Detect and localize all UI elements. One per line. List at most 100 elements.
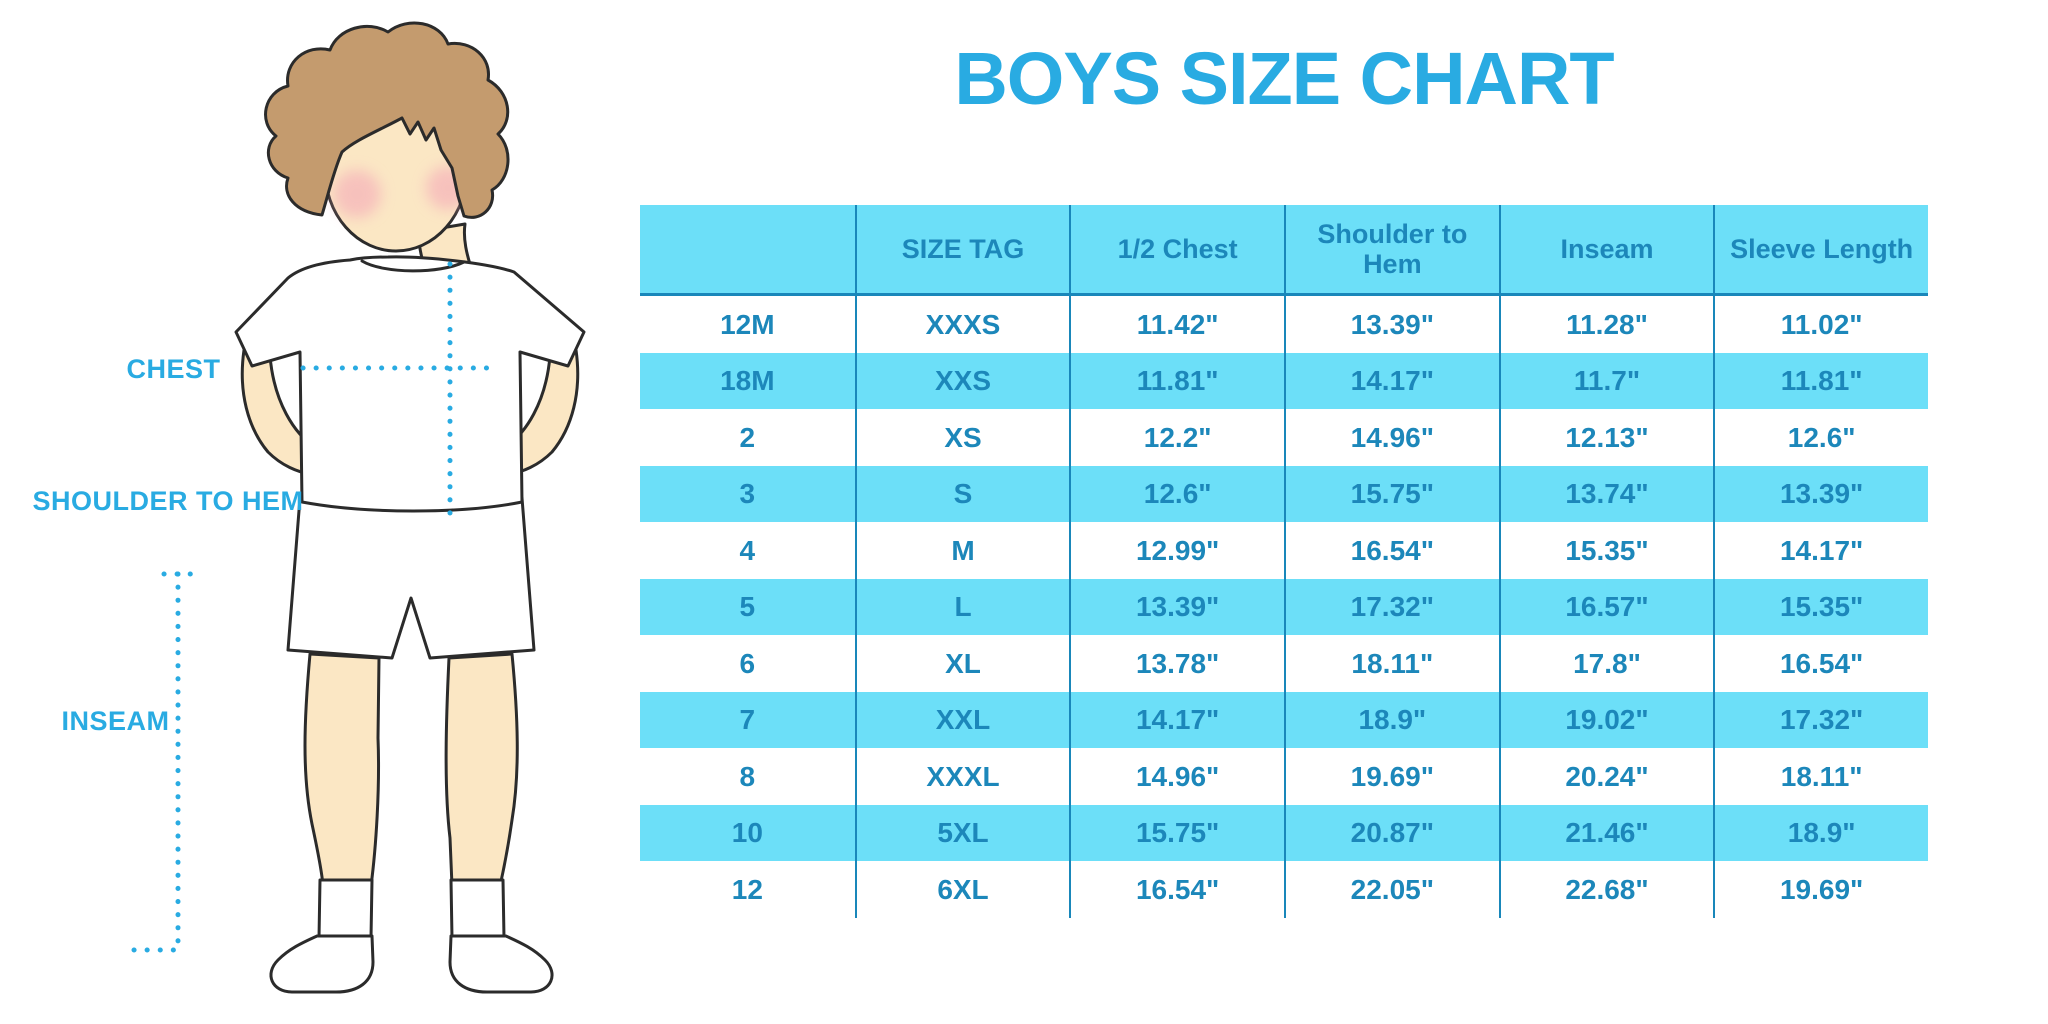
- cell-shoulder-to-hem: 18.9": [1284, 691, 1499, 748]
- cell-shoulder-to-hem: 20.87": [1284, 804, 1499, 861]
- cell-sleeve-length: 19.69": [1713, 861, 1928, 918]
- table-row: 10 5XL 15.75" 20.87" 21.46" 18.9": [640, 804, 1928, 861]
- cell-size-tag: 6XL: [854, 861, 1070, 918]
- cell-inseam: 17.8": [1498, 635, 1714, 692]
- chest-label: CHEST: [126, 354, 221, 384]
- cell-inseam: 19.02": [1498, 691, 1714, 748]
- table-row: 12M XXXS 11.42" 13.39" 11.28" 11.02": [640, 296, 1928, 353]
- table-row: 2 XS 12.2" 14.96" 12.13" 12.6": [640, 409, 1928, 466]
- cell-half-chest: 11.42": [1069, 296, 1284, 353]
- size-guide-illustration: CHEST SHOULDER TO HEM INSEAM: [0, 0, 640, 1024]
- table-row: 8 XXXL 14.96" 19.69" 20.24" 18.11": [640, 748, 1928, 805]
- left-leg: [303, 652, 381, 888]
- cell-size-tag: 5XL: [854, 804, 1070, 861]
- cell-inseam: 15.35": [1498, 522, 1714, 579]
- cell-inseam: 16.57": [1498, 578, 1714, 635]
- cell-size: 3: [739, 478, 756, 510]
- table-row: 7 XXL 14.17" 18.9" 19.02" 17.32": [640, 691, 1928, 748]
- cell-size: 4: [739, 534, 756, 566]
- table-row: 5 L 13.39" 17.32" 16.57" 15.35": [640, 578, 1928, 635]
- cell-sleeve-length: 12.6": [1713, 409, 1928, 466]
- left-shoe: [269, 934, 375, 994]
- cell-size: 12: [731, 873, 763, 905]
- cell-size-tag: M: [854, 522, 1070, 579]
- table-header-row: SIZE TAG 1/2 Chest Shoulder to Hem Insea…: [640, 205, 1928, 296]
- cell-shoulder-to-hem: 14.96": [1284, 409, 1499, 466]
- cell-sleeve-length: 18.9": [1713, 804, 1928, 861]
- cell-size: 8: [739, 760, 756, 792]
- cell-shoulder-to-hem: 19.69": [1284, 748, 1499, 805]
- cell-shoulder-to-hem: 17.32": [1284, 578, 1499, 635]
- cell-sleeve-length: 11.81": [1713, 352, 1928, 409]
- cell-half-chest: 15.75": [1069, 804, 1284, 861]
- cell-size-tag: XXS: [854, 352, 1070, 409]
- cell-size: 6: [739, 647, 756, 679]
- cell-size: 10: [731, 817, 763, 849]
- cell-inseam: 20.24": [1498, 748, 1714, 805]
- cell-half-chest: 12.99": [1069, 522, 1284, 579]
- column-header-inseam: Inseam: [1498, 205, 1714, 293]
- column-header-half-chest: 1/2 Chest: [1069, 205, 1284, 293]
- collar-line: [360, 259, 466, 273]
- left-sock: [317, 878, 374, 940]
- cell-inseam: 12.13": [1498, 409, 1714, 466]
- page-title: BOYS SIZE CHART: [954, 37, 1614, 120]
- right-sock: [449, 878, 506, 940]
- cell-size: 12M: [720, 308, 775, 340]
- cell-sleeve-length: 13.39": [1713, 465, 1928, 522]
- cell-size-tag: XXXS: [854, 296, 1070, 353]
- table-row: 18M XXS 11.81" 14.17" 11.7" 11.81": [640, 352, 1928, 409]
- cell-size: 7: [739, 704, 756, 736]
- right-leg: [444, 652, 519, 888]
- cell-half-chest: 16.54": [1069, 861, 1284, 918]
- cell-size-tag: XXL: [854, 691, 1070, 748]
- cell-size-tag: S: [854, 465, 1070, 522]
- cell-half-chest: 13.39": [1069, 578, 1284, 635]
- inseam-label: INSEAM: [61, 706, 170, 736]
- table-row: 3 S 12.6" 15.75" 13.74" 13.39": [640, 465, 1928, 522]
- cell-size-tag: XL: [854, 635, 1070, 692]
- cell-shoulder-to-hem: 15.75": [1284, 465, 1499, 522]
- cell-half-chest: 14.96": [1069, 748, 1284, 805]
- cell-shoulder-to-hem: 18.11": [1284, 635, 1499, 692]
- cell-sleeve-length: 16.54": [1713, 635, 1928, 692]
- cell-size-tag: XS: [854, 409, 1070, 466]
- cell-half-chest: 14.17": [1069, 691, 1284, 748]
- cell-sleeve-length: 11.02": [1713, 296, 1928, 353]
- cell-sleeve-length: 14.17": [1713, 522, 1928, 579]
- shorts: [286, 496, 536, 660]
- cell-shoulder-to-hem: 13.39": [1284, 296, 1499, 353]
- boy-figure-illustration: [131, 21, 586, 994]
- cell-sleeve-length: 15.35": [1713, 578, 1928, 635]
- column-header-shoulder-to-hem: Shoulder to Hem: [1284, 205, 1499, 293]
- cell-shoulder-to-hem: 16.54": [1284, 522, 1499, 579]
- measurement-lines: [131, 261, 500, 953]
- table-body: 12M XXXS 11.42" 13.39" 11.28" 11.02" 18M…: [640, 296, 1928, 918]
- cell-size: 5: [739, 591, 756, 623]
- cell-inseam: 13.74": [1498, 465, 1714, 522]
- hair: [264, 21, 510, 219]
- cell-shoulder-to-hem: 14.17": [1284, 352, 1499, 409]
- cell-size-tag: L: [854, 578, 1070, 635]
- column-header-size-tag: SIZE TAG: [854, 205, 1070, 293]
- cell-half-chest: 12.2": [1069, 409, 1284, 466]
- column-header-sleeve-length: Sleeve Length: [1713, 205, 1928, 293]
- right-shoe: [448, 934, 554, 994]
- cell-size: 2: [739, 421, 756, 453]
- cell-half-chest: 12.6": [1069, 465, 1284, 522]
- cell-inseam: 22.68": [1498, 861, 1714, 918]
- cell-inseam: 11.7": [1498, 352, 1714, 409]
- cell-inseam: 21.46": [1498, 804, 1714, 861]
- left-arm: [240, 348, 318, 476]
- table-row: 4 M 12.99" 16.54" 15.35" 14.17": [640, 522, 1928, 579]
- table-row: 6 XL 13.78" 18.11" 17.8" 16.54": [640, 635, 1928, 692]
- table-row: 12 6XL 16.54" 22.05" 22.68" 19.69": [640, 861, 1928, 918]
- cell-inseam: 11.28": [1498, 296, 1714, 353]
- cell-size-tag: XXXL: [854, 748, 1070, 805]
- cell-shoulder-to-hem: 22.05": [1284, 861, 1499, 918]
- size-chart-table: SIZE TAG 1/2 Chest Shoulder to Hem Insea…: [640, 205, 1928, 918]
- column-header-blank: [640, 205, 855, 293]
- left-blush: [333, 170, 381, 218]
- cell-half-chest: 11.81": [1069, 352, 1284, 409]
